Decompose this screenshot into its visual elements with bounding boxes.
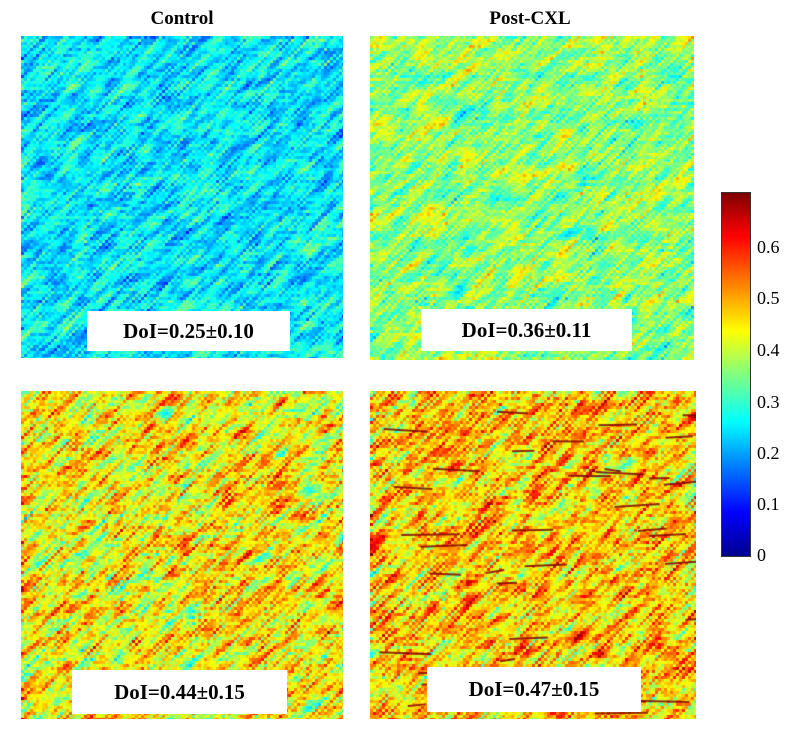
doi-label-control-bottom: DoI=0.44±0.15 bbox=[72, 670, 287, 714]
colorbar bbox=[721, 192, 751, 557]
column-title-post-cxl: Post-CXL bbox=[489, 8, 571, 29]
heatmap-post-cxl-bottom bbox=[370, 391, 696, 719]
colorbar-tick-3: 0.3 bbox=[757, 392, 780, 412]
colorbar-tick-0: 0 bbox=[757, 545, 766, 565]
colorbar-tick-2: 0.2 bbox=[757, 443, 780, 463]
column-title-control: Control bbox=[150, 8, 214, 29]
colorbar-tick-4: 0.4 bbox=[757, 340, 780, 360]
doi-label-post-cxl-bottom: DoI=0.47±0.15 bbox=[427, 667, 641, 712]
colorbar-tick-6: 0.6 bbox=[757, 237, 780, 257]
doi-label-control-top: DoI=0.25±0.10 bbox=[87, 311, 290, 351]
heatmap-control-bottom bbox=[21, 391, 343, 719]
colorbar-tick-5: 0.5 bbox=[757, 288, 780, 308]
doi-label-post-cxl-top: DoI=0.36±0.11 bbox=[421, 309, 632, 351]
heatmap-post-cxl-top bbox=[370, 36, 694, 360]
heatmap-control-top bbox=[21, 36, 343, 358]
colorbar-tick-1: 0.1 bbox=[757, 494, 780, 514]
